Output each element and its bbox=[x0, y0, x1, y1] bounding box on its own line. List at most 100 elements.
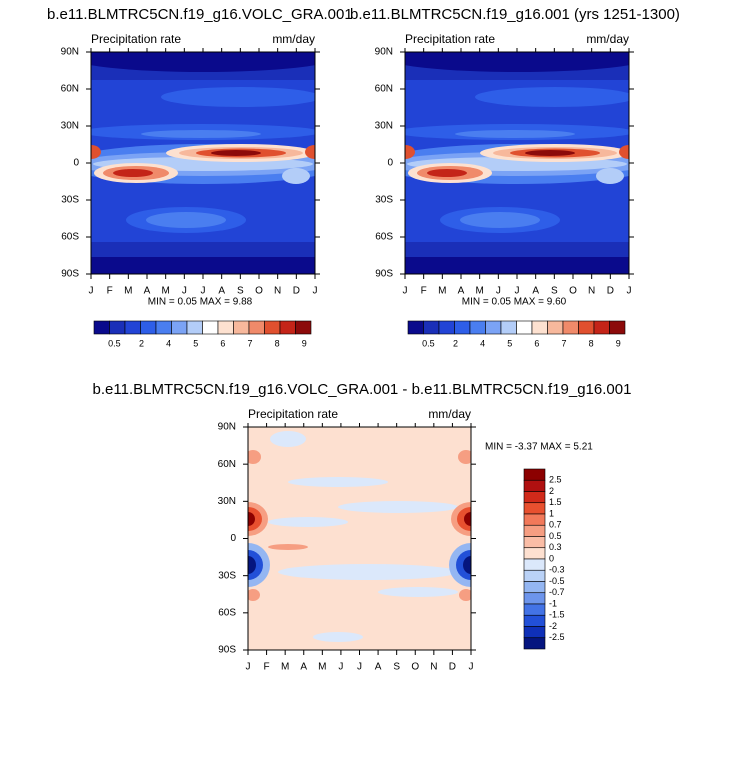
y-tick-label: 60S bbox=[61, 232, 79, 243]
contour-field bbox=[226, 427, 493, 650]
colorbar-label: 8 bbox=[589, 338, 594, 348]
x-tick-label: J bbox=[182, 286, 187, 297]
colorbar-label: 9 bbox=[302, 338, 307, 348]
colorbar-label: 0.5 bbox=[549, 531, 562, 541]
x-tick-label: J bbox=[313, 286, 318, 297]
x-tick-label: J bbox=[515, 286, 520, 297]
x-tick-label: J bbox=[469, 662, 474, 673]
colorbar-box bbox=[248, 320, 265, 335]
x-tick-label: M bbox=[438, 286, 446, 297]
left-label: Precipitation rate bbox=[405, 32, 495, 46]
x-tick-label: D bbox=[293, 286, 300, 297]
colorbar-box bbox=[523, 558, 546, 571]
right-label: mm/day bbox=[586, 32, 629, 46]
colorbar-label: 5 bbox=[193, 338, 198, 348]
y-tick-label: 30N bbox=[375, 121, 393, 132]
x-tick-label: N bbox=[588, 286, 595, 297]
colorbar-box bbox=[523, 592, 546, 605]
colorbar-label: 2 bbox=[139, 338, 144, 348]
colorbar-box bbox=[171, 320, 188, 335]
colorbar-box bbox=[407, 320, 424, 335]
min-max-label: MIN = -3.37 MAX = 5.21 bbox=[485, 442, 593, 453]
x-tick-label: A bbox=[458, 286, 465, 297]
colorbar-box bbox=[423, 320, 440, 335]
x-tick-label: M bbox=[318, 662, 326, 673]
colorbar-box bbox=[523, 468, 546, 481]
colorbar-box bbox=[523, 637, 546, 650]
colorbar-label: 9 bbox=[616, 338, 621, 348]
y-tick-label: 60N bbox=[375, 84, 393, 95]
y-tick-label: 90S bbox=[61, 269, 79, 280]
x-tick-label: J bbox=[201, 286, 206, 297]
y-tick-label: 30N bbox=[218, 496, 236, 507]
colorbar-box bbox=[155, 320, 172, 335]
colorbar-box bbox=[454, 320, 471, 335]
x-tick-label: M bbox=[124, 286, 132, 297]
x-tick-label: D bbox=[449, 662, 456, 673]
colorbar-label: 7 bbox=[561, 338, 566, 348]
colorbar-box bbox=[531, 320, 548, 335]
colorbar-label: -0.5 bbox=[549, 576, 565, 586]
colorbar-box bbox=[202, 320, 219, 335]
colorbar-box bbox=[578, 320, 595, 335]
colorbar-box bbox=[523, 603, 546, 616]
x-tick-label: J bbox=[338, 662, 343, 673]
colorbar-label: 0.5 bbox=[108, 338, 121, 348]
colorbar-box bbox=[109, 320, 126, 335]
x-tick-label: J bbox=[246, 662, 251, 673]
colorbar-label: 0.3 bbox=[549, 542, 562, 552]
x-tick-label: A bbox=[300, 662, 307, 673]
y-tick-label: 90S bbox=[375, 269, 393, 280]
colorbar-box bbox=[523, 547, 546, 560]
x-tick-label: O bbox=[569, 286, 577, 297]
colorbar-label: -1.5 bbox=[549, 610, 565, 620]
colorbar-box bbox=[217, 320, 234, 335]
x-tick-label: S bbox=[237, 286, 244, 297]
min-max-label: MIN = 0.05 MAX = 9.88 bbox=[148, 297, 253, 308]
colorbar-label: 0.7 bbox=[549, 520, 562, 530]
colorbar-box bbox=[523, 513, 546, 526]
right-label: mm/day bbox=[428, 407, 471, 421]
x-tick-label: S bbox=[393, 662, 400, 673]
colorbar-label: 5 bbox=[507, 338, 512, 348]
colorbar-box bbox=[523, 581, 546, 594]
colorbar-label: -2.5 bbox=[549, 632, 565, 642]
colorbar-box bbox=[609, 320, 626, 335]
contour-field bbox=[63, 44, 343, 274]
x-tick-label: F bbox=[264, 662, 270, 673]
colorbar-box bbox=[523, 502, 546, 515]
y-tick-label: 60N bbox=[61, 84, 79, 95]
x-tick-label: F bbox=[421, 286, 427, 297]
x-tick-label: F bbox=[107, 286, 113, 297]
y-tick-label: 90N bbox=[218, 422, 236, 433]
colorbar-label: 7 bbox=[247, 338, 252, 348]
colorbar-box bbox=[438, 320, 455, 335]
colorbar-box bbox=[233, 320, 250, 335]
colorbar-box bbox=[516, 320, 533, 335]
colorbar-box bbox=[295, 320, 312, 335]
colorbar-label: 2.5 bbox=[549, 475, 562, 485]
x-tick-label: N bbox=[274, 286, 281, 297]
x-tick-label: A bbox=[218, 286, 225, 297]
colorbar-label: 4 bbox=[166, 338, 171, 348]
colorbar-label: 1 bbox=[549, 508, 554, 518]
colorbar-label: 1.5 bbox=[549, 497, 562, 507]
x-tick-label: N bbox=[430, 662, 437, 673]
colorbar-box bbox=[523, 479, 546, 492]
colorbar-box bbox=[124, 320, 141, 335]
x-tick-label: M bbox=[475, 286, 483, 297]
right-label: mm/day bbox=[272, 32, 315, 46]
colorbar-label: -0.3 bbox=[549, 565, 565, 575]
chart-title: b.e11.BLMTRC5CN.f19_g16.001 (yrs 1251-13… bbox=[350, 6, 680, 23]
x-tick-label: S bbox=[551, 286, 558, 297]
colorbar-box bbox=[523, 569, 546, 582]
contour-field bbox=[377, 44, 657, 274]
colorbar-label: 6 bbox=[534, 338, 539, 348]
colorbar-label: 8 bbox=[275, 338, 280, 348]
y-tick-label: 90S bbox=[218, 645, 236, 656]
x-tick-label: O bbox=[255, 286, 263, 297]
colorbar-box bbox=[523, 524, 546, 537]
colorbar-label: -2 bbox=[549, 621, 557, 631]
colorbar-label: 0 bbox=[549, 553, 554, 563]
y-tick-label: 30S bbox=[375, 195, 393, 206]
